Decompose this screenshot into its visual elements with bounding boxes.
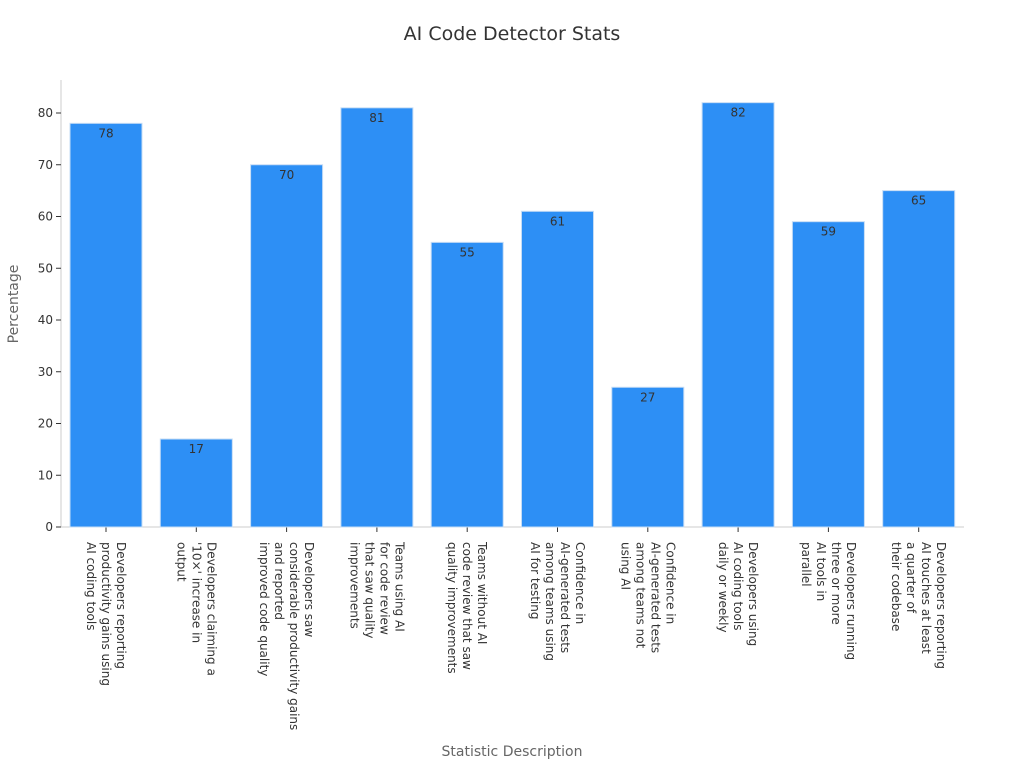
category-label-line: quality improvements [445, 542, 459, 674]
category-label-line: Developers saw [302, 542, 316, 637]
category-label-line: AI-generated tests [558, 542, 572, 653]
category-label-line: improvements [347, 542, 361, 629]
category-label-line: for code review [377, 542, 391, 635]
category-label-line: AI coding tools [731, 542, 745, 630]
category-label-line: and reported [272, 542, 286, 620]
category-label-line: among teams using [543, 542, 557, 661]
bar [250, 164, 324, 528]
category-label-line: Teams without AI [475, 541, 489, 644]
category-label-line: that saw quality [362, 542, 376, 638]
category-label-line: parallel [799, 542, 813, 587]
data-label: 59 [821, 225, 836, 239]
y-tick-label: 0 [45, 520, 53, 534]
category-label-line: a quarter of [904, 542, 918, 614]
y-axis: 0 10 20 30 40 50 60 70 80 [38, 80, 62, 534]
category-label-line: Developers using [746, 542, 760, 646]
category-label-line: their codebase [889, 542, 903, 631]
category-label-line: AI tools in [814, 542, 828, 601]
data-label: 55 [460, 245, 475, 259]
bar [882, 190, 956, 528]
category-label-line: using AI [618, 542, 632, 590]
y-tick-label: 20 [38, 417, 53, 431]
category-label-line: among teams not [633, 542, 647, 649]
data-label: 17 [189, 442, 204, 456]
y-tick-label: 10 [38, 468, 53, 482]
category-label-line: Confidence in [573, 542, 587, 624]
category-label-line: productivity gains using [99, 542, 113, 686]
data-label: 81 [369, 111, 384, 125]
category-label-line: output [174, 542, 188, 582]
x-axis-title: Statistic Description [442, 744, 583, 760]
data-label: 27 [640, 390, 655, 404]
y-tick-label: 70 [38, 158, 53, 172]
category-label-line: three or more [829, 542, 843, 625]
category-label-line: Developers running [844, 542, 858, 660]
category-label-line: improved code quality [257, 542, 271, 676]
data-labels: 78 17 70 81 55 61 27 82 59 65 [98, 106, 926, 456]
bar [430, 241, 504, 528]
category-label-line: code review that saw [460, 542, 474, 670]
bar [701, 102, 775, 528]
category-label-line: AI for testing [528, 542, 542, 619]
bar [340, 107, 414, 528]
data-label: 82 [730, 106, 745, 120]
y-axis-title: Percentage [6, 265, 22, 344]
chart-title: AI Code Detector Stats [404, 23, 621, 45]
category-label-line: Developers claiming a [204, 542, 218, 676]
data-label: 70 [279, 168, 294, 182]
y-tick-label: 50 [38, 261, 53, 275]
bar [611, 386, 685, 528]
category-label-line: AI-generated tests [648, 542, 662, 653]
category-label: Developers claiming a'10×' increase inou… [174, 542, 218, 676]
category-label-line: AI touches at least [919, 542, 933, 654]
bar [159, 438, 233, 528]
category-label-line: considerable productivity gains [287, 542, 301, 730]
y-tick-label: 40 [38, 313, 53, 327]
bar [791, 221, 865, 528]
y-tick-label: 80 [38, 106, 53, 120]
category-label-line: Developers reporting [114, 542, 128, 669]
category-label-line: Developers reporting [934, 542, 948, 669]
data-label: 78 [98, 126, 113, 140]
category-label-line: daily or weekly [716, 542, 730, 633]
category-label-line: Teams using AI [392, 541, 406, 632]
bars [69, 102, 956, 528]
bar [521, 210, 594, 528]
x-axis [61, 526, 964, 532]
category-label-line: '10×' increase in [189, 542, 203, 643]
data-label: 65 [911, 194, 926, 208]
y-tick-label: 60 [38, 210, 53, 224]
y-tick-label: 30 [38, 365, 53, 379]
category-label-line: Confidence in [663, 542, 677, 624]
data-label: 61 [550, 214, 565, 228]
category-label-line: AI coding tools [84, 542, 98, 630]
bar [69, 122, 143, 528]
